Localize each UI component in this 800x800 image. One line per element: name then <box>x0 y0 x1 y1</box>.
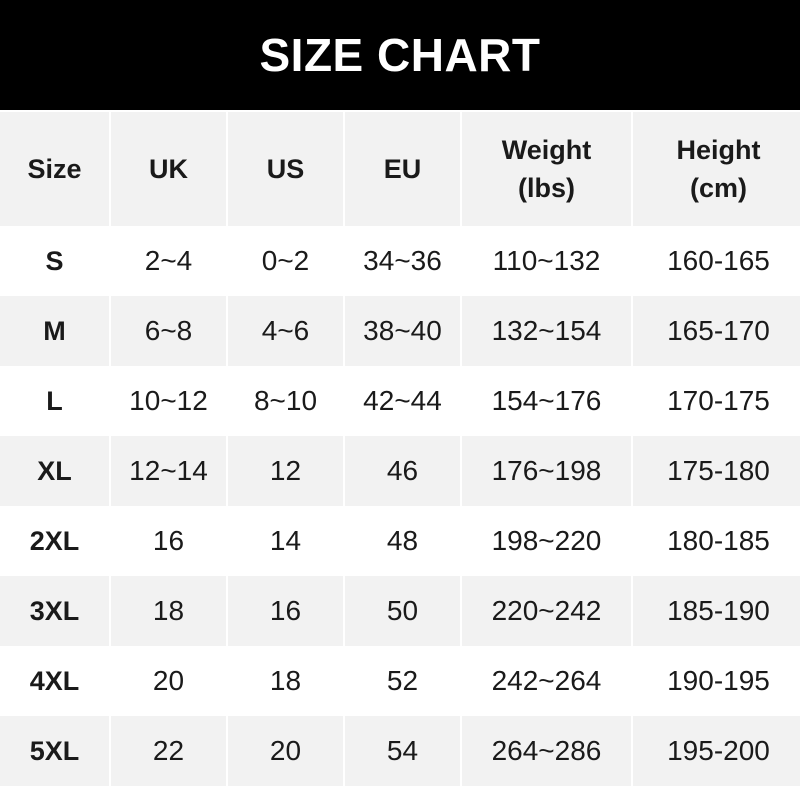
table-cell: 20 <box>228 716 343 786</box>
table-cell: 176~198 <box>462 436 631 506</box>
table-cell: 175-180 <box>633 436 800 506</box>
table-cell: 190-195 <box>667 665 770 696</box>
column-header: Height (cm) <box>633 112 800 226</box>
table-cell: 22 <box>111 716 226 786</box>
table-cell: 242~264 <box>491 665 602 696</box>
size-label-cell: S <box>45 245 64 276</box>
table-cell: 195-200 <box>633 716 800 786</box>
table-cell: 198~220 <box>491 525 602 556</box>
table-cell: 6~8 <box>111 296 226 366</box>
table-cell: 220~242 <box>462 576 631 646</box>
table-cell: 52 <box>386 665 419 696</box>
table-cell: 38~40 <box>345 296 460 366</box>
table-cell: 4~6 <box>228 296 343 366</box>
table-cell: 180-185 <box>667 525 770 556</box>
table-cell: 165-170 <box>633 296 800 366</box>
table-cell: 50 <box>345 576 460 646</box>
table-cell: 0~2 <box>261 245 310 276</box>
size-label-cell: 5XL <box>0 716 109 786</box>
table-cell: 154~176 <box>491 385 602 416</box>
column-header: Size <box>0 112 109 226</box>
size-chart-table: Size UK US EU Weight (lbs) Height (cm) S 2~4 0~2… <box>0 112 800 786</box>
column-header: EU <box>345 112 460 226</box>
table-cell: 8~10 <box>253 385 318 416</box>
table-cell: 54 <box>345 716 460 786</box>
column-header: US <box>228 112 343 226</box>
table-cell: 12 <box>228 436 343 506</box>
table-cell: 42~44 <box>363 385 442 416</box>
table-cell: 34~36 <box>363 245 442 276</box>
table-cell: 16 <box>228 576 343 646</box>
column-header: UK <box>111 112 226 226</box>
table-cell: 20 <box>152 665 185 696</box>
table-cell: 264~286 <box>462 716 631 786</box>
size-label-cell: M <box>0 296 109 366</box>
table-cell: 14 <box>269 525 302 556</box>
column-header: Weight (lbs) <box>462 112 631 226</box>
table-cell: 2~4 <box>144 245 193 276</box>
table-cell: 132~154 <box>462 296 631 366</box>
table-cell: 18 <box>269 665 302 696</box>
table-cell: 10~12 <box>129 385 208 416</box>
table-cell: 18 <box>111 576 226 646</box>
table-cell: 170-175 <box>667 385 770 416</box>
size-label-cell: 2XL <box>29 525 80 556</box>
size-label-cell: L <box>46 385 63 416</box>
table-cell: 185-190 <box>633 576 800 646</box>
size-label-cell: XL <box>0 436 109 506</box>
table-cell: 110~132 <box>492 245 601 276</box>
table-cell: 48 <box>386 525 419 556</box>
table-cell: 46 <box>345 436 460 506</box>
table-cell: 12~14 <box>111 436 226 506</box>
size-label-cell: 4XL <box>29 665 80 696</box>
size-chart-title: SIZE CHART <box>0 0 800 110</box>
size-label-cell: 3XL <box>0 576 109 646</box>
table-cell: 16 <box>152 525 185 556</box>
table-cell: 160-165 <box>667 245 770 276</box>
